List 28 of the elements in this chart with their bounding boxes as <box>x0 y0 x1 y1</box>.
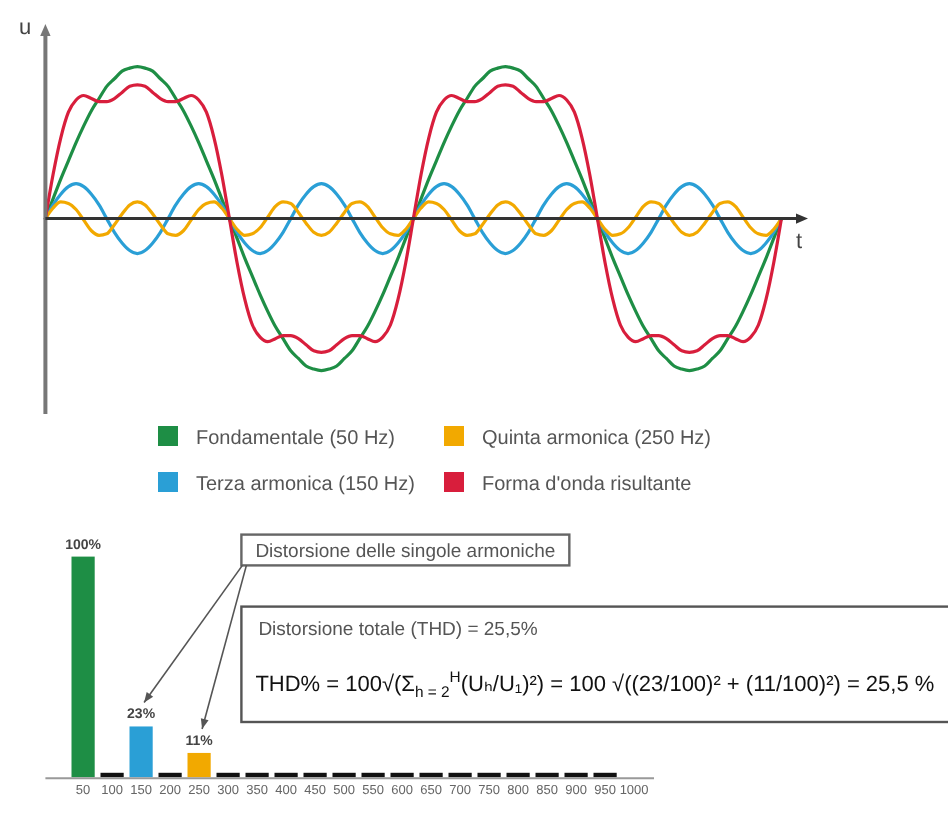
bar <box>303 772 327 778</box>
legend-label: Quinta armonica (250 Hz) <box>482 427 711 450</box>
annotation: Distorsione totale (THD) = 25,5% <box>258 618 539 641</box>
bar <box>216 772 240 778</box>
legend-label: Terza armonica (150 Hz) <box>196 473 415 496</box>
y-axis-title: u <box>18 16 32 40</box>
bar <box>332 772 356 778</box>
bar <box>593 772 617 778</box>
bar <box>535 772 559 778</box>
annotation: Distorsione delle singole armoniche <box>255 541 556 564</box>
bar <box>390 772 414 778</box>
bar <box>477 772 501 778</box>
bar <box>245 772 269 778</box>
bar <box>100 772 124 778</box>
legend-label: Fondamentale (50 Hz) <box>196 427 395 450</box>
bar <box>506 772 530 778</box>
bar <box>71 556 95 778</box>
bar <box>129 726 153 778</box>
bar <box>448 772 472 778</box>
bar <box>158 772 182 778</box>
bar <box>361 772 385 778</box>
legend-label: Forma d'onda risultante <box>482 473 693 496</box>
bar <box>187 752 211 778</box>
bar <box>274 772 298 778</box>
bar <box>564 772 588 778</box>
x-axis-title: t <box>795 230 803 254</box>
annotation: THD% = 100√(Σ$_{h = 2}$$^{H}$(Uₕ/U₁)²) = 100 √((23/100)² + (11/100)²) = 25,5 % <box>255 668 935 702</box>
bar <box>419 772 443 778</box>
